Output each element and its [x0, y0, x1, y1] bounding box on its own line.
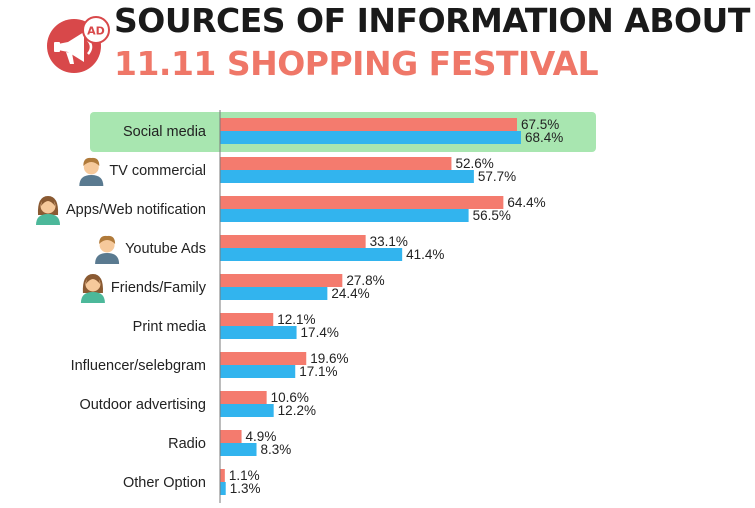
bar-series-2: [220, 209, 469, 222]
bar-series-1: [220, 274, 343, 287]
data-label-series-2: 1.3%: [230, 481, 261, 496]
man-avatar-icon: [95, 235, 120, 264]
bar-series-1: [220, 196, 504, 209]
data-label-series-1: 33.1%: [370, 234, 408, 249]
bar-series-2: [220, 131, 521, 144]
woman-avatar-icon: [36, 196, 61, 225]
data-label-series-2: 8.3%: [261, 442, 292, 457]
data-label-series-2: 68.4%: [525, 130, 563, 145]
bar-series-1: [220, 469, 225, 482]
bar-series-1: [220, 352, 307, 365]
bar-series-2: [220, 482, 226, 495]
category-label: Friends/Family: [111, 280, 207, 296]
bar-series-1: [220, 391, 267, 404]
category-label: Social media: [123, 124, 207, 140]
category-label: Print media: [133, 319, 207, 335]
data-label-series-1: 52.6%: [455, 156, 493, 171]
bar-series-1: [220, 157, 452, 170]
data-label-series-1: 64.4%: [507, 195, 545, 210]
bar-series-1: [220, 118, 517, 131]
chart-title: SOURCES OF INFORMATION ABOUT 11.11 SHOPP…: [114, 2, 750, 83]
data-label-series-2: 57.7%: [478, 169, 516, 184]
woman-avatar-icon: [80, 274, 105, 303]
ad-badge-text: AD: [87, 25, 105, 38]
bar-series-2: [220, 170, 474, 183]
data-label-series-1: 67.5%: [521, 117, 559, 132]
title-line-1: SOURCES OF INFORMATION ABOUT: [114, 1, 750, 40]
bar-series-2: [220, 443, 257, 456]
megaphone-ad-icon: AD: [47, 16, 110, 73]
man-avatar-icon: [79, 157, 104, 186]
bar-series-1: [220, 313, 274, 326]
category-label: TV commercial: [109, 163, 206, 179]
category-label: Influencer/selebgram: [71, 358, 206, 374]
data-label-series-2: 56.5%: [473, 208, 511, 223]
bar-series-2: [220, 326, 297, 339]
data-label-series-2: 12.2%: [278, 403, 316, 418]
data-label-series-2: 24.4%: [331, 286, 369, 301]
data-label-series-1: 10.6%: [271, 390, 309, 405]
data-label-series-1: 1.1%: [229, 468, 260, 483]
bar-series-2: [220, 365, 296, 378]
data-label-series-1: 19.6%: [310, 351, 348, 366]
bar-series-2: [220, 404, 274, 417]
data-label-series-1: 4.9%: [246, 429, 277, 444]
data-label-series-2: 41.4%: [406, 247, 444, 262]
bar-series-2: [220, 248, 403, 261]
data-label-series-1: 27.8%: [346, 273, 384, 288]
category-label: Youtube Ads: [125, 241, 206, 257]
category-label: Radio: [168, 436, 206, 452]
data-label-series-2: 17.1%: [299, 364, 337, 379]
title-line-2: 11.11 SHOPPING FESTIVAL: [114, 44, 599, 83]
data-label-series-1: 12.1%: [277, 312, 315, 327]
category-label: Outdoor advertising: [79, 397, 206, 413]
category-label: Other Option: [123, 475, 206, 491]
bar-series-1: [220, 430, 242, 443]
data-label-series-2: 17.4%: [301, 325, 339, 340]
bar-series-2: [220, 287, 328, 300]
category-label: Apps/Web notification: [66, 202, 206, 218]
bar-series-1: [220, 235, 366, 248]
